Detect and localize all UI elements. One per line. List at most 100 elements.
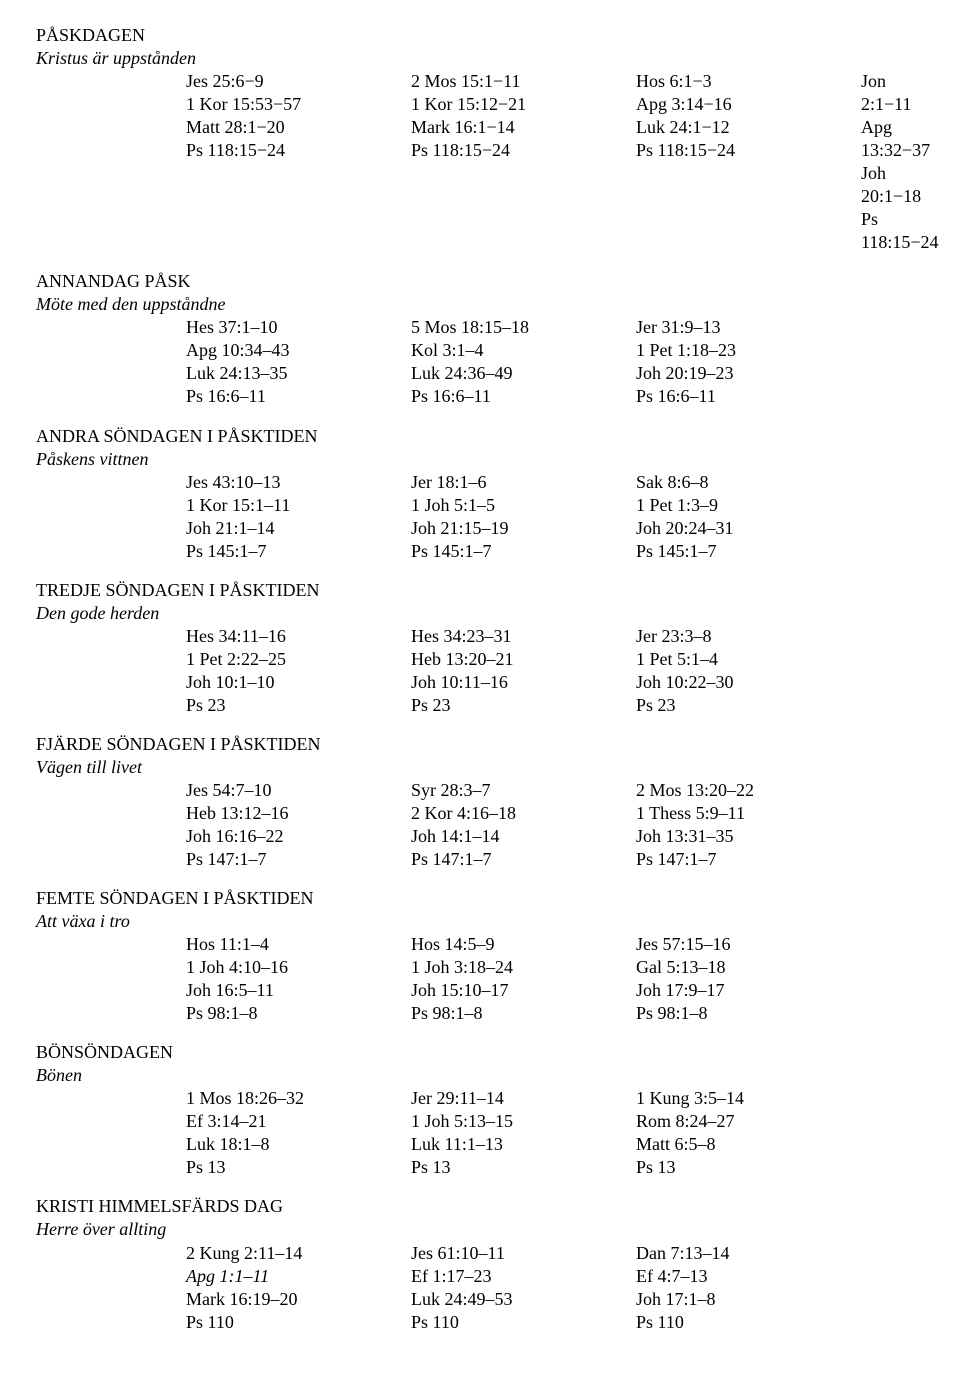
reading-column: 2 Mos 13:20–221 Thess 5:9–11Joh 13:31–35… [636,779,924,871]
reading-cell: Matt 6:5–8 [636,1133,924,1156]
reading-column: Hos 14:5–91 Joh 3:18–24Joh 15:10–17Ps 98… [411,933,636,1025]
reading-cell: Joh 16:16–22 [186,825,411,848]
reading-cell: 1 Joh 4:10–16 [186,956,411,979]
reading-column: Jer 23:3–81 Pet 5:1–4Joh 10:22–30Ps 23 [636,625,924,717]
page: PÅSKDAGENKristus är uppståndenJes 25:6−9… [0,0,960,1386]
reading-cell: Joh 20:24–31 [636,517,924,540]
reading-cell: Joh 10:22–30 [636,671,924,694]
reading-column: 5 Mos 18:15–18Kol 3:1–4Luk 24:36–49Ps 16… [411,316,636,408]
reading-cell: Matt 28:1−20 [186,116,411,139]
section-subtitle: Den gode herden [36,602,924,625]
reading-cell: 1 Thess 5:9–11 [636,802,924,825]
reading-cell: Ps 118:15−24 [861,208,938,254]
reading-cell: Joh 20:19–23 [636,362,924,385]
reading-cell: Ps 118:15−24 [411,139,636,162]
reading-cell: Apg 13:32−37 [861,116,938,162]
reading-column: 1 Mos 18:26–32Ef 3:14–21Luk 18:1–8Ps 13 [186,1087,411,1179]
section: BÖNSÖNDAGENBönen1 Mos 18:26–32Ef 3:14–21… [36,1041,924,1179]
reading-cell: Ps 147:1–7 [186,848,411,871]
reading-cell: Ps 118:15−24 [186,139,411,162]
reading-cell: Ps 98:1–8 [411,1002,636,1025]
section: ANNANDAG PÅSKMöte med den uppståndneHes … [36,270,924,408]
reading-cell: Ps 110 [186,1311,411,1334]
reading-cell: Ps 110 [636,1311,924,1334]
reading-cell: 1 Pet 5:1–4 [636,648,924,671]
reading-column: Hos 6:1−3Apg 3:14−16Luk 24:1−12Ps 118:15… [636,70,861,254]
section: ANDRA SÖNDAGEN I PÅSKTIDENPåskens vittne… [36,425,924,563]
reading-cell: Ps 98:1–8 [186,1002,411,1025]
reading-cell: Ps 98:1–8 [636,1002,924,1025]
reading-cell: 1 Joh 5:13–15 [411,1110,636,1133]
reading-column: Sak 8:6–81 Pet 1:3–9Joh 20:24–31Ps 145:1… [636,471,924,563]
reading-cell: Joh 16:5–11 [186,979,411,1002]
reading-cell: Kol 3:1–4 [411,339,636,362]
reading-cell: 1 Pet 1:3–9 [636,494,924,517]
reading-cell: Jer 18:1–6 [411,471,636,494]
reading-cell: Joh 17:1–8 [636,1288,924,1311]
reading-cell: Ps 13 [186,1156,411,1179]
indent-column [36,779,186,871]
section-subtitle: Herre över allting [36,1218,924,1241]
reading-columns: Hes 37:1–10Apg 10:34–43Luk 24:13–35Ps 16… [36,316,924,408]
reading-column: 2 Kung 2:11–14Apg 1:1–11Mark 16:19–20Ps … [186,1242,411,1334]
reading-cell: Jon 2:1−11 [861,70,938,116]
reading-cell: Apg 3:14−16 [636,93,861,116]
reading-column: Hes 37:1–10Apg 10:34–43Luk 24:13–35Ps 16… [186,316,411,408]
reading-column: Jes 57:15–16Gal 5:13–18Joh 17:9–17Ps 98:… [636,933,924,1025]
indent-column [36,1087,186,1179]
section-subtitle: Bönen [36,1064,924,1087]
indent-column [36,316,186,408]
reading-cell: Ps 16:6–11 [186,385,411,408]
reading-cell: Ps 23 [636,694,924,717]
reading-cell: Jes 43:10–13 [186,471,411,494]
reading-columns: Jes 25:6−91 Kor 15:53−57Matt 28:1−20Ps 1… [36,70,924,254]
reading-cell: Joh 17:9–17 [636,979,924,1002]
indent-column [36,625,186,717]
section-subtitle: Att växa i tro [36,910,924,933]
section-title: BÖNSÖNDAGEN [36,1041,924,1064]
reading-cell: Sak 8:6–8 [636,471,924,494]
reading-column: 2 Mos 15:1−111 Kor 15:12−21Mark 16:1−14P… [411,70,636,254]
reading-column: Jes 25:6−91 Kor 15:53−57Matt 28:1−20Ps 1… [186,70,411,254]
reading-column: 1 Kung 3:5–14Rom 8:24–27Matt 6:5–8Ps 13 [636,1087,924,1179]
reading-cell: Ps 16:6–11 [411,385,636,408]
reading-cell: 1 Joh 3:18–24 [411,956,636,979]
reading-cell: Mark 16:19–20 [186,1288,411,1311]
reading-column: Jer 18:1–61 Joh 5:1–5Joh 21:15–19Ps 145:… [411,471,636,563]
section-title: KRISTI HIMMELSFÄRDS DAG [36,1195,924,1218]
reading-columns: 2 Kung 2:11–14Apg 1:1–11Mark 16:19–20Ps … [36,1242,924,1334]
section: FJÄRDE SÖNDAGEN I PÅSKTIDENVägen till li… [36,733,924,871]
reading-cell: Joh 21:15–19 [411,517,636,540]
reading-cell: Ps 118:15−24 [636,139,861,162]
reading-cell: Jer 31:9–13 [636,316,924,339]
reading-column: Jer 31:9–131 Pet 1:18–23Joh 20:19–23Ps 1… [636,316,924,408]
reading-cell: Joh 13:31–35 [636,825,924,848]
reading-cell: Rom 8:24–27 [636,1110,924,1133]
reading-cell: Hes 34:11–16 [186,625,411,648]
reading-cell: Ps 16:6–11 [636,385,924,408]
indent-column [36,933,186,1025]
reading-cell: Ps 13 [411,1156,636,1179]
section: FEMTE SÖNDAGEN I PÅSKTIDENAtt växa i tro… [36,887,924,1025]
reading-cell: Luk 24:36–49 [411,362,636,385]
section-subtitle: Möte med den uppståndne [36,293,924,316]
reading-cell: Gal 5:13–18 [636,956,924,979]
section-title: FEMTE SÖNDAGEN I PÅSKTIDEN [36,887,924,910]
reading-cell: Ef 3:14–21 [186,1110,411,1133]
reading-column: Jes 54:7–10Heb 13:12–16Joh 16:16–22Ps 14… [186,779,411,871]
reading-cell: Ef 4:7–13 [636,1265,924,1288]
reading-cell: Ps 23 [186,694,411,717]
section-title: ANNANDAG PÅSK [36,270,924,293]
section: TREDJE SÖNDAGEN I PÅSKTIDENDen gode herd… [36,579,924,717]
reading-cell: Joh 15:10–17 [411,979,636,1002]
reading-cell: Ps 23 [411,694,636,717]
reading-cell: Joh 21:1–14 [186,517,411,540]
indent-column [36,471,186,563]
indent-column [36,70,186,254]
reading-cell: 5 Mos 18:15–18 [411,316,636,339]
reading-column: Syr 28:3–72 Kor 4:16–18Joh 14:1–14Ps 147… [411,779,636,871]
reading-cell: Luk 24:13–35 [186,362,411,385]
reading-column: Jon 2:1−11Apg 13:32−37Joh 20:1−18Ps 118:… [861,70,938,254]
reading-cell: 2 Kung 2:11–14 [186,1242,411,1265]
reading-column: Dan 7:13–14Ef 4:7–13Joh 17:1–8Ps 110 [636,1242,924,1334]
